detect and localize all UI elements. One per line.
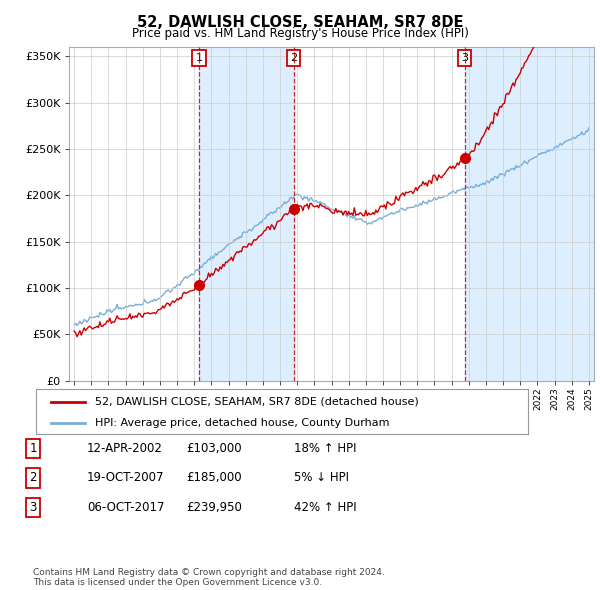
Text: Contains HM Land Registry data © Crown copyright and database right 2024.
This d: Contains HM Land Registry data © Crown c…	[33, 568, 385, 587]
Bar	[465, 47, 598, 381]
Text: 3: 3	[461, 53, 469, 63]
Text: 06-OCT-2017: 06-OCT-2017	[87, 501, 164, 514]
Text: 42% ↑ HPI: 42% ↑ HPI	[294, 501, 356, 514]
Text: 3: 3	[29, 501, 37, 514]
Text: £103,000: £103,000	[186, 442, 242, 455]
Text: HPI: Average price, detached house, County Durham: HPI: Average price, detached house, Coun…	[95, 418, 389, 428]
Text: 52, DAWLISH CLOSE, SEAHAM, SR7 8DE: 52, DAWLISH CLOSE, SEAHAM, SR7 8DE	[137, 15, 463, 30]
Text: £185,000: £185,000	[186, 471, 242, 484]
Text: 18% ↑ HPI: 18% ↑ HPI	[294, 442, 356, 455]
Text: 19-OCT-2007: 19-OCT-2007	[87, 471, 164, 484]
Text: 12-APR-2002: 12-APR-2002	[87, 442, 163, 455]
Text: 2: 2	[290, 53, 298, 63]
Text: 5% ↓ HPI: 5% ↓ HPI	[294, 471, 349, 484]
Text: 2: 2	[29, 471, 37, 484]
Text: 1: 1	[196, 53, 203, 63]
Text: 52, DAWLISH CLOSE, SEAHAM, SR7 8DE (detached house): 52, DAWLISH CLOSE, SEAHAM, SR7 8DE (deta…	[95, 397, 419, 407]
Text: Price paid vs. HM Land Registry's House Price Index (HPI): Price paid vs. HM Land Registry's House …	[131, 27, 469, 40]
Text: £239,950: £239,950	[186, 501, 242, 514]
Text: 1: 1	[29, 442, 37, 455]
Bar	[199, 47, 294, 381]
